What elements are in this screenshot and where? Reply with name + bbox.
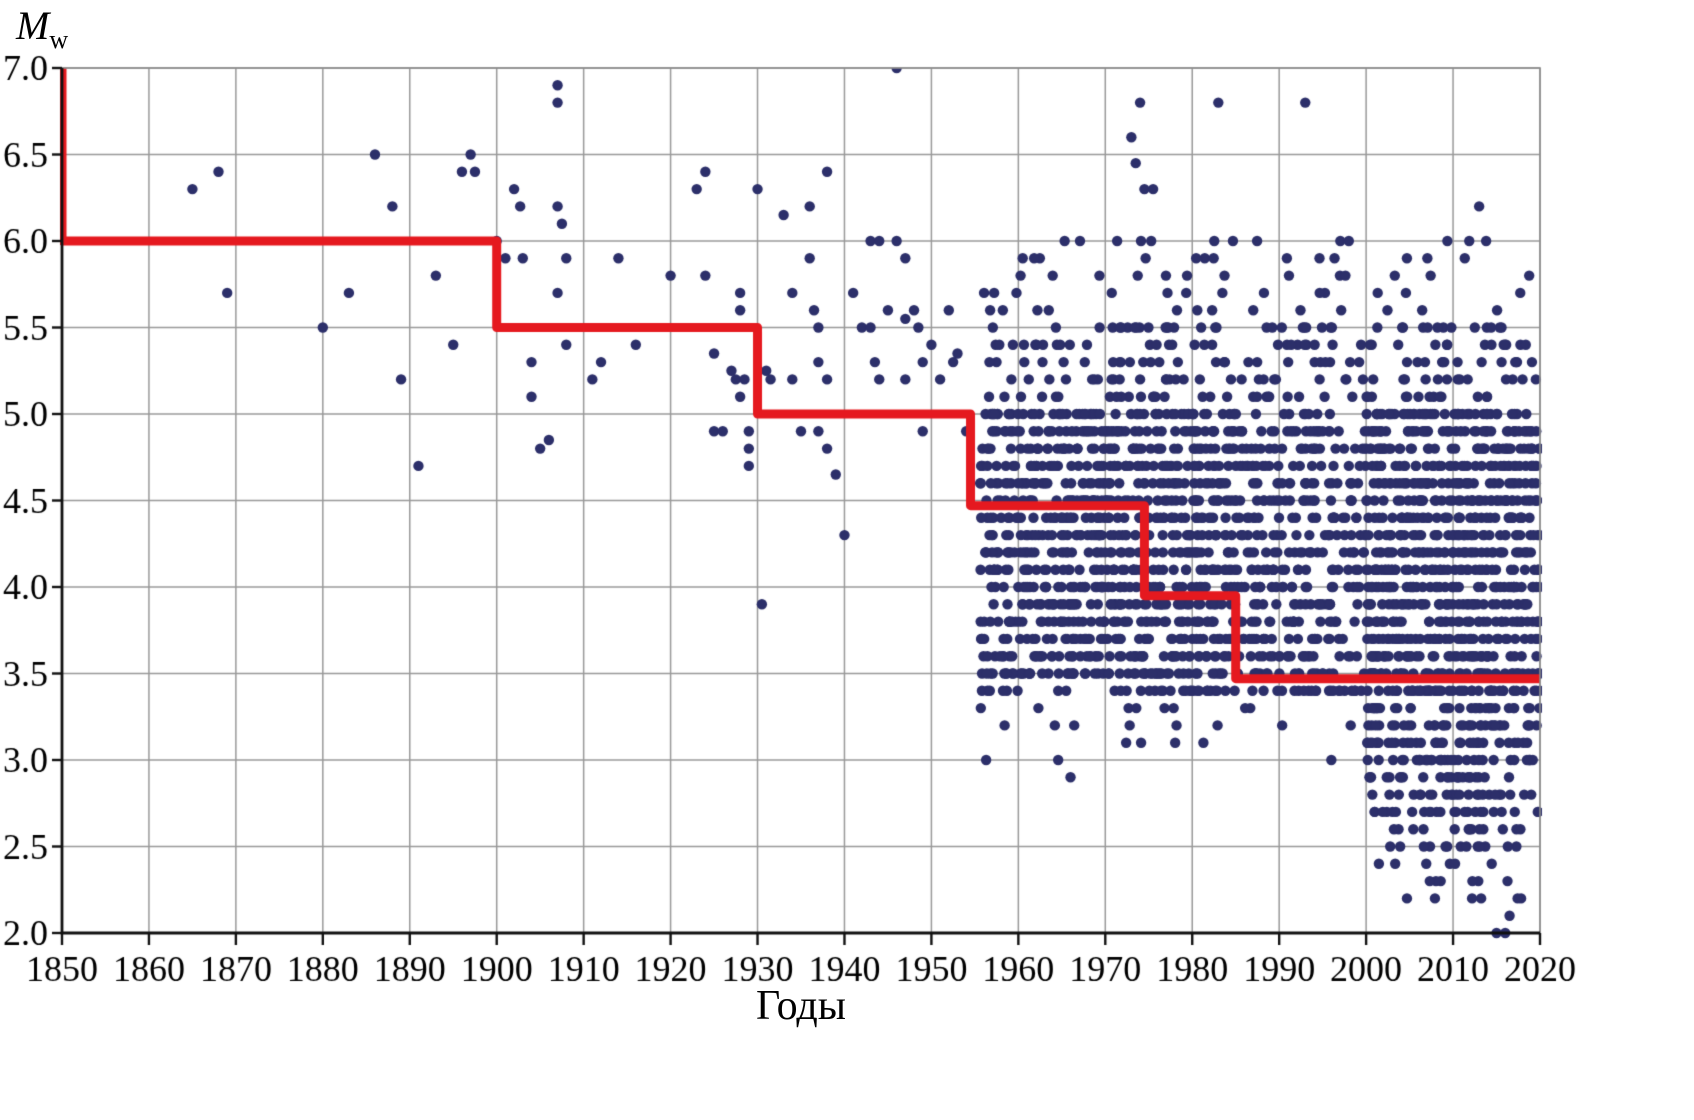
y-axis-label: Mw xyxy=(16,2,68,55)
y-axis-label-subscript: w xyxy=(49,25,69,54)
y-axis-label-symbol: M xyxy=(16,3,50,48)
x-axis-label: Годы xyxy=(756,983,846,1029)
